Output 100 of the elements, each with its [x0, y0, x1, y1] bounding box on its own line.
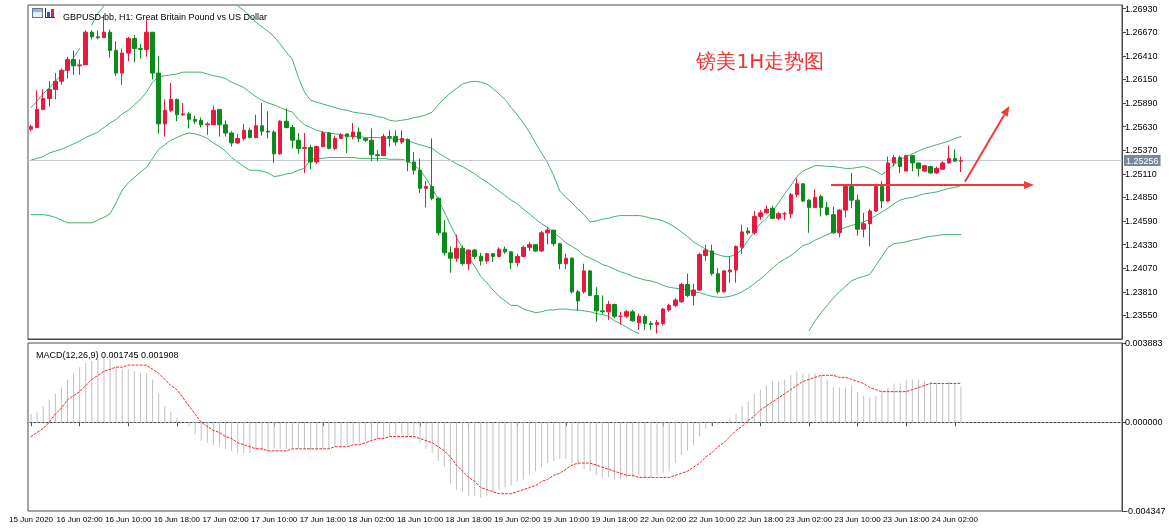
x-tick-label: 18 Jun 02:00 — [348, 514, 396, 524]
y-tick-label: 1.24850 — [1125, 192, 1158, 203]
y-tick-label: 1.23810 — [1125, 286, 1158, 297]
candlestick — [35, 89, 39, 129]
candlestick — [272, 129, 276, 164]
candlestick — [734, 245, 738, 284]
candlestick — [630, 309, 635, 323]
x-tick-label: 24 Jun 02:00 — [931, 514, 979, 524]
candlestick — [861, 212, 866, 238]
x-tick-label: 16 Jun 10:00 — [105, 514, 152, 524]
x-tick-label: 17 Jun 02:00 — [202, 514, 250, 524]
candlestick — [746, 226, 750, 236]
candlestick — [400, 129, 404, 145]
candlestick — [412, 151, 416, 176]
candlestick — [175, 97, 179, 122]
candlestick — [570, 256, 574, 295]
candlestick — [71, 49, 76, 76]
candlestick — [770, 205, 775, 220]
candlestick — [187, 111, 191, 129]
candlestick — [181, 102, 185, 117]
x-tick-label: 22 Jun 18:00 — [737, 514, 785, 524]
candlestick — [381, 133, 386, 157]
candlestick — [430, 137, 434, 201]
candlestick — [807, 198, 811, 234]
y-tick-label: 0.000000 — [1125, 417, 1163, 428]
candlestick — [460, 245, 465, 266]
candlestick — [418, 157, 422, 194]
candlestick — [485, 252, 489, 265]
candlestick — [503, 245, 507, 255]
candlestick — [242, 123, 246, 141]
x-tick-label: 19 Jun 10:00 — [542, 514, 590, 524]
candlestick — [96, 29, 100, 40]
candlestick — [655, 319, 659, 335]
candlestick — [564, 253, 568, 270]
candlestick — [29, 124, 33, 132]
x-tick-label: 16 Jun 02:00 — [56, 514, 104, 524]
candlestick — [472, 248, 477, 260]
candlestick — [278, 119, 282, 156]
candlestick — [169, 82, 173, 113]
candlestick — [928, 165, 933, 175]
candlestick — [454, 234, 459, 263]
candlestick — [868, 208, 872, 247]
candlestick — [606, 300, 611, 321]
candlestick — [947, 145, 951, 165]
y-tick-label: 1.25630 — [1125, 121, 1158, 132]
candlestick — [795, 177, 799, 198]
ref-line-label: 1.25256 — [1126, 155, 1159, 166]
y-tick-label: 1.26930 — [1125, 3, 1158, 14]
candlestick — [41, 88, 45, 111]
annotation: 镑美1H走势图 — [695, 48, 825, 73]
candlestick — [582, 263, 586, 295]
y-tick-label: -0.004347 — [1125, 506, 1166, 516]
candlestick — [126, 36, 131, 62]
candlestick — [886, 156, 890, 203]
candlestick — [716, 267, 720, 295]
y-tick-label: 1.23550 — [1125, 310, 1158, 321]
candlestick — [576, 289, 580, 312]
candlestick — [710, 244, 714, 276]
x-tick-label: 17 Jun 18:00 — [299, 514, 347, 524]
candlestick — [199, 117, 203, 129]
candlestick — [345, 133, 349, 154]
candlestick — [661, 307, 665, 326]
candlestick — [333, 135, 337, 151]
candlestick — [193, 115, 197, 125]
candlestick — [685, 273, 690, 298]
candlestick — [260, 102, 264, 137]
candlestick — [357, 127, 361, 143]
x-tick-label: 23 Jun 02:00 — [785, 514, 833, 524]
text: MACD(12,26,9) 0.001745 0.001908 — [36, 349, 179, 360]
candlestick — [558, 242, 562, 270]
candlestick — [114, 40, 118, 77]
candlestick — [874, 185, 878, 213]
candlestick — [722, 269, 726, 294]
candlestick — [491, 253, 495, 263]
candlestick — [649, 320, 653, 331]
candlestick — [922, 164, 927, 173]
x-tick-label: 15 Jun 2020 — [9, 514, 54, 524]
candlestick — [728, 255, 732, 284]
line-series — [30, 71, 962, 298]
candlestick — [266, 110, 270, 139]
line-series — [30, 364, 962, 495]
candlestick — [424, 180, 428, 208]
y-tick-label: 1.25890 — [1125, 98, 1158, 109]
candlestick — [339, 132, 343, 140]
x-tick-label: 17 Jun 10:00 — [251, 514, 298, 524]
x-tick-label: 19 Jun 18:00 — [591, 514, 639, 524]
candlestick — [314, 145, 319, 165]
y-tick-label: 1.26410 — [1125, 50, 1158, 61]
candlestick — [959, 156, 963, 173]
candlestick — [551, 229, 556, 247]
candlestick — [351, 122, 355, 140]
candlestick — [892, 154, 896, 168]
candlestick — [740, 224, 744, 255]
candlestick — [327, 131, 331, 150]
candlestick — [248, 127, 252, 139]
candlestick — [533, 244, 538, 253]
candlestick — [90, 29, 94, 40]
candlestick — [466, 248, 471, 271]
candlestick — [831, 205, 836, 235]
candlestick — [302, 132, 307, 174]
